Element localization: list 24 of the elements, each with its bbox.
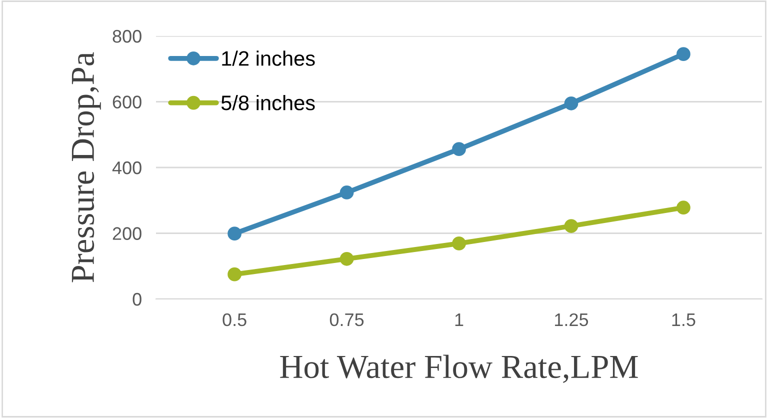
point <box>452 236 466 250</box>
y-tick-label: 800 <box>112 30 142 43</box>
y-tick-label: 400 <box>112 161 142 174</box>
x-tick-label: 0.75 <box>330 313 364 326</box>
point <box>340 252 354 266</box>
point <box>676 47 690 62</box>
y-tick-label: 0 <box>132 292 142 306</box>
point <box>676 200 690 215</box>
point <box>564 219 578 233</box>
y-tick-label: 200 <box>112 227 142 240</box>
point <box>228 226 242 241</box>
legend-label: 5/8 inches <box>221 95 315 110</box>
point <box>228 267 242 282</box>
point <box>564 96 578 110</box>
x-tick-label: 0.5 <box>222 313 246 326</box>
x-axis-title: Hot Water Flow Rate,LPM <box>280 354 638 383</box>
point <box>340 186 354 200</box>
legend-label: 1/2 inches <box>222 50 315 66</box>
y-tick-label: 600 <box>112 96 142 108</box>
x-tick-label: 1 <box>455 314 464 326</box>
x-tick-label: 1.5 <box>672 314 696 326</box>
x-tick-label: 1.25 <box>555 313 588 326</box>
y-axis-title: Pressure Drop,Pa <box>72 52 101 282</box>
point <box>452 142 466 156</box>
